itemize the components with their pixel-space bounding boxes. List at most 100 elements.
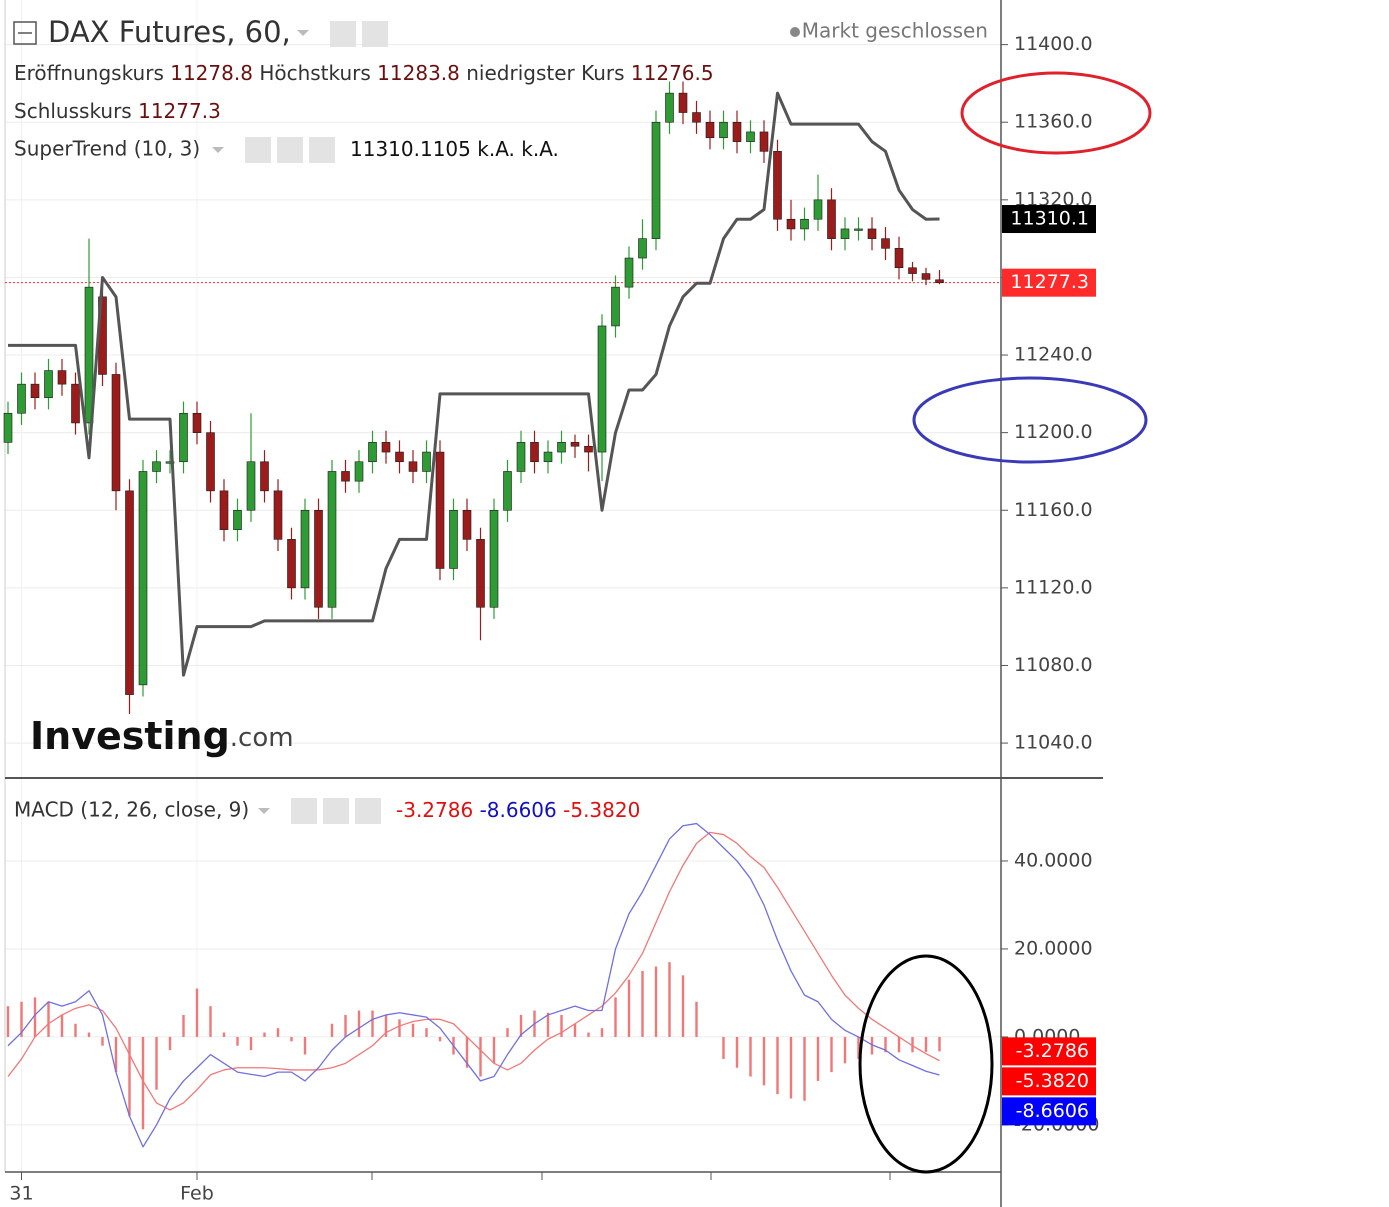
candle-body	[530, 442, 539, 463]
candle-body	[165, 461, 175, 464]
histogram-bar	[384, 1014, 388, 1037]
chart-title: DAX Futures, 60,	[48, 15, 291, 49]
dropdown[interactable]	[258, 808, 270, 814]
candle-body	[543, 451, 553, 463]
histogram-bar	[479, 1036, 482, 1077]
indicator-values: 11310.1105 k.A. k.A.	[350, 137, 559, 161]
value: k.A.	[477, 137, 515, 161]
price-tag-bg	[1002, 1037, 1096, 1066]
histogram-bar	[303, 1036, 307, 1055]
histogram-bar	[101, 1036, 104, 1046]
collapse-button[interactable]	[13, 21, 37, 45]
histogram-bar	[924, 1036, 928, 1052]
candle-body	[408, 461, 418, 472]
histogram-bar	[290, 1036, 293, 1042]
ohlc-label: Schlusskurs 11277.3	[14, 99, 221, 123]
histogram-bar	[870, 1036, 874, 1055]
candle-body	[921, 273, 931, 280]
histogram-bar	[276, 1028, 280, 1037]
histogram-bar	[911, 1036, 914, 1053]
supertrend-line	[8, 91, 940, 677]
candle-body	[516, 442, 526, 472]
histogram-bar	[897, 1036, 901, 1053]
candle-body	[206, 432, 215, 492]
candle-body	[84, 286, 94, 424]
eye-icon[interactable]	[291, 798, 317, 824]
histogram-bar	[830, 1036, 833, 1073]
dropdown[interactable]	[297, 30, 309, 36]
annotation-ellipse	[858, 954, 994, 1174]
candle-body	[179, 412, 188, 463]
time-ticks	[371, 1172, 891, 1180]
candle-body	[584, 445, 593, 453]
label: niedrigster Kurs	[466, 61, 624, 85]
histogram-bar	[749, 1036, 752, 1077]
x-tick-label: Feb	[180, 1183, 214, 1205]
candle-body	[746, 131, 755, 142]
candle-body	[395, 451, 404, 463]
histogram-bar	[735, 1036, 739, 1068]
price-tag-bg	[1002, 205, 1096, 234]
candle-body	[624, 257, 634, 288]
histogram-bar	[668, 962, 671, 1037]
candle-body	[489, 509, 499, 608]
value: -5.3820	[563, 798, 640, 822]
dropdown[interactable]	[212, 147, 224, 153]
x-tick-label: 31	[9, 1183, 33, 1205]
price-tag: -5.3820	[1016, 1070, 1089, 1092]
candle-body	[678, 92, 688, 113]
histogram-bar	[938, 1036, 941, 1052]
gear-icon[interactable]	[362, 21, 388, 47]
price-tag-bg	[1002, 1097, 1096, 1126]
ohlc-label: Eröffnungskurs 11278.8 Höchstkurs 11283.…	[14, 61, 714, 85]
candle-body	[246, 461, 256, 511]
candle-body	[638, 238, 647, 259]
close-icon[interactable]	[355, 798, 381, 824]
histogram-bar	[344, 1014, 347, 1037]
candle-body	[354, 461, 364, 482]
y-tick-label: 11200.0	[1014, 421, 1093, 443]
histogram-bar	[425, 1028, 428, 1037]
candle-body	[503, 471, 512, 511]
candle-body	[17, 383, 26, 414]
candle-body	[894, 248, 904, 269]
label: Höchstkurs	[259, 61, 371, 85]
label: Eröffnungskurs	[14, 61, 164, 85]
value: 11283.8	[377, 61, 460, 85]
gear-icon[interactable]	[323, 798, 349, 824]
histogram-bar	[789, 1036, 793, 1099]
histogram-bar	[627, 979, 631, 1037]
candle-body	[692, 112, 701, 123]
close-icon[interactable]	[309, 137, 335, 163]
candle-body	[435, 451, 445, 569]
eye-icon[interactable]	[330, 21, 356, 47]
y-tick-label: 11120.0	[1014, 576, 1093, 598]
status-dot	[790, 27, 800, 37]
value: -8.6606	[480, 798, 557, 822]
candle-body	[557, 442, 566, 453]
candle-body	[381, 442, 391, 453]
macd-line	[7, 822, 940, 1148]
candle-body	[368, 442, 377, 463]
histogram-bar	[695, 1001, 698, 1037]
candle-body	[449, 509, 458, 569]
gear-icon[interactable]	[277, 137, 303, 163]
label: Schlusskurs	[14, 99, 132, 123]
candle-body	[881, 238, 890, 249]
candle-body	[138, 471, 148, 686]
histogram-bar	[600, 1028, 604, 1037]
histogram-bar	[168, 1036, 172, 1051]
value: 11310.1105	[350, 137, 471, 161]
eye-icon[interactable]	[245, 137, 271, 163]
histogram-bar	[587, 1032, 590, 1037]
histogram-bar	[398, 1019, 401, 1037]
value: 11278.8	[170, 61, 253, 85]
candle-body	[786, 218, 796, 230]
candle-body	[773, 151, 782, 220]
candle-body	[719, 121, 728, 139]
signal-line	[7, 831, 940, 1111]
histogram-bar	[357, 1010, 361, 1037]
candle-body	[57, 370, 67, 385]
marks	[3, 81, 1001, 1148]
histogram-bar	[776, 1036, 779, 1095]
